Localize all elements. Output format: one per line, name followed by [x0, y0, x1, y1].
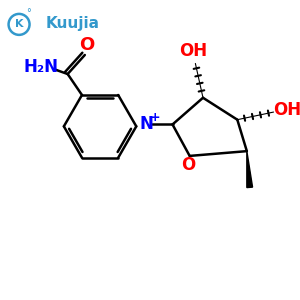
Polygon shape: [247, 151, 253, 188]
Text: H₂N: H₂N: [23, 58, 58, 76]
Text: OH: OH: [179, 42, 208, 60]
Text: O: O: [79, 36, 94, 54]
Text: Kuujia: Kuujia: [46, 16, 100, 31]
Text: K: K: [15, 20, 23, 29]
Text: OH: OH: [273, 101, 300, 119]
Text: O: O: [181, 156, 195, 174]
Text: +: +: [150, 111, 160, 124]
Text: N: N: [139, 116, 153, 134]
Text: °: °: [26, 8, 31, 18]
